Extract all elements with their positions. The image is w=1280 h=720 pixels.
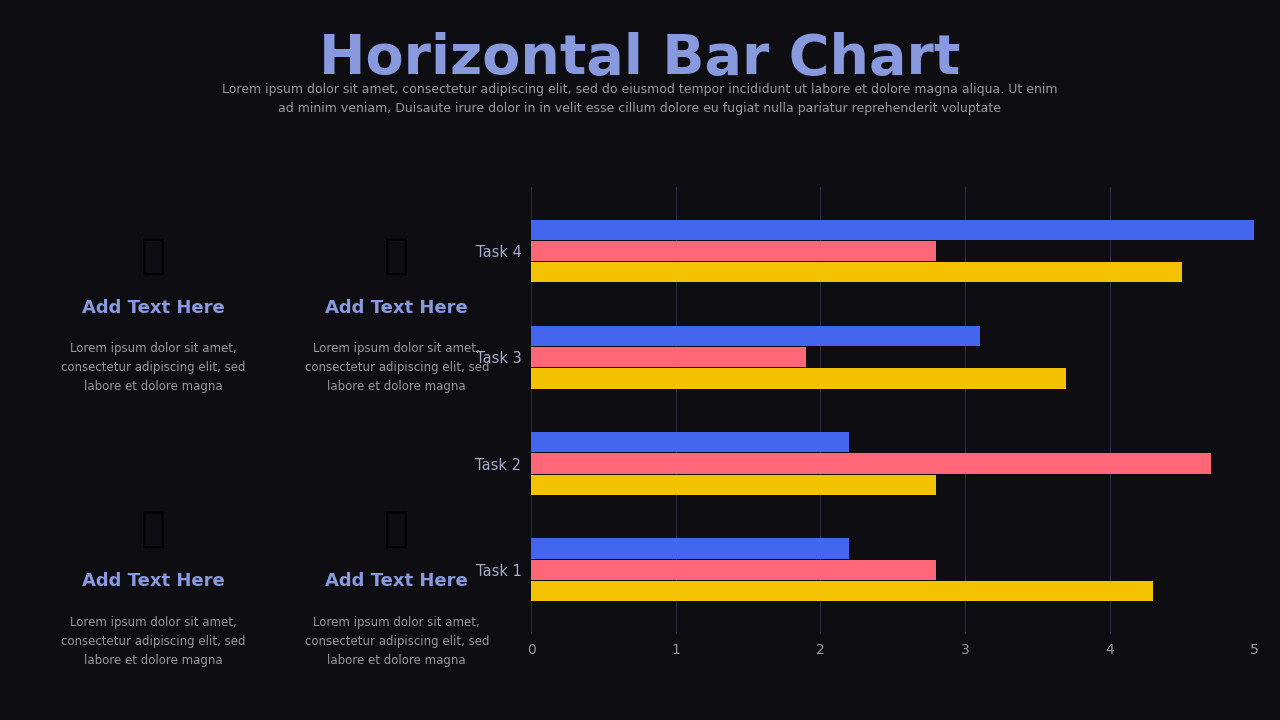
Text: Lorem ipsum dolor sit amet, consectetur adipiscing elit, sed do eiusmod tempor i: Lorem ipsum dolor sit amet, consectetur … (223, 83, 1057, 96)
Bar (531, 347, 806, 367)
Text: 🎖: 🎖 (141, 508, 166, 550)
Text: 🥧: 🥧 (384, 235, 410, 276)
Bar (531, 559, 936, 580)
Text: Lorem ipsum dolor sit amet,
consectetur adipiscing elit, sed
labore et dolore ma: Lorem ipsum dolor sit amet, consectetur … (305, 342, 489, 393)
Bar (531, 220, 1254, 240)
Bar (531, 326, 979, 346)
Text: Add Text Here: Add Text Here (325, 299, 468, 317)
Text: Horizontal Bar Chart: Horizontal Bar Chart (319, 32, 961, 86)
Bar (531, 454, 1211, 474)
Text: Add Text Here: Add Text Here (82, 299, 225, 317)
Text: Lorem ipsum dolor sit amet,
consectetur adipiscing elit, sed
labore et dolore ma: Lorem ipsum dolor sit amet, consectetur … (61, 616, 246, 667)
Text: 🗄: 🗄 (384, 508, 410, 550)
Bar (531, 539, 850, 559)
Bar (531, 474, 936, 495)
Text: Add Text Here: Add Text Here (82, 572, 225, 590)
Text: Lorem ipsum dolor sit amet,
consectetur adipiscing elit, sed
labore et dolore ma: Lorem ipsum dolor sit amet, consectetur … (305, 616, 489, 667)
Text: Add Text Here: Add Text Here (325, 572, 468, 590)
Text: Lorem ipsum dolor sit amet,
consectetur adipiscing elit, sed
labore et dolore ma: Lorem ipsum dolor sit amet, consectetur … (61, 342, 246, 393)
Text: ad minim veniam, Duisaute irure dolor in in velit esse cillum dolore eu fugiat n: ad minim veniam, Duisaute irure dolor in… (279, 102, 1001, 115)
Bar (531, 241, 936, 261)
Bar (531, 262, 1183, 282)
Bar (531, 369, 1066, 389)
Bar (531, 432, 850, 452)
Text: 🚛: 🚛 (141, 235, 166, 276)
Bar (531, 581, 1153, 601)
